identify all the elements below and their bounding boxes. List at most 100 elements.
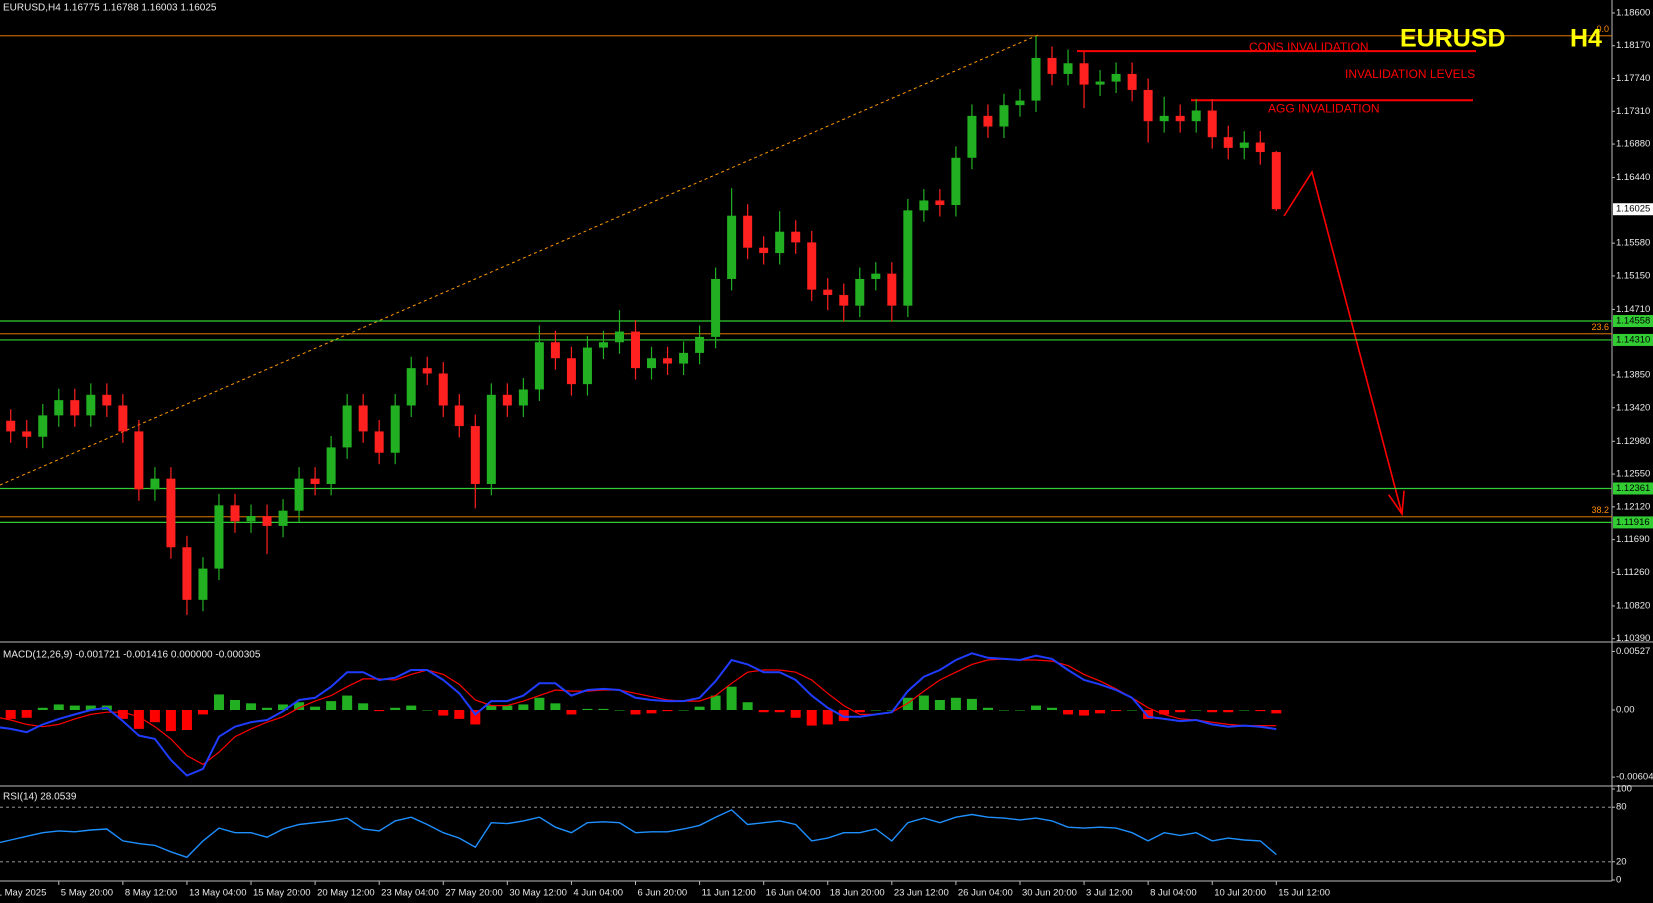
histogram-bar (422, 710, 433, 711)
histogram-bar (1127, 710, 1138, 711)
histogram-bar (1047, 707, 1058, 710)
candle-body (22, 431, 32, 437)
histogram-bar (534, 697, 545, 710)
y-tick-label: 1.10820 (1616, 600, 1650, 611)
candle-body (582, 347, 592, 385)
candle-body (134, 431, 144, 490)
candle-body (999, 105, 1009, 127)
y-tick-label: 1.11260 (1616, 567, 1650, 578)
candle-body (1175, 115, 1185, 122)
x-tick-label: 8 Jul 04:00 (1150, 888, 1196, 899)
candle-body (887, 273, 897, 306)
histogram-bar (694, 706, 705, 710)
histogram-bar (934, 700, 945, 710)
candle-body (1271, 152, 1281, 210)
histogram-bar (982, 707, 993, 710)
y-tick-label: 0 (1616, 875, 1621, 886)
x-tick-label: 5 May 20:00 (61, 888, 113, 899)
candle-body (166, 478, 176, 548)
candle-body (54, 400, 64, 416)
histogram-bar (1143, 710, 1154, 719)
candle-body (262, 516, 272, 526)
candle-body (182, 547, 192, 600)
candle-body (150, 478, 160, 490)
histogram-bar (53, 704, 64, 710)
candle-body (1207, 110, 1217, 138)
histogram-bar (1159, 710, 1170, 715)
candle-body (70, 400, 80, 416)
annotation: H4 (1570, 25, 1602, 53)
price-label-box (1613, 315, 1653, 328)
histogram-bar (326, 701, 337, 710)
candle-body (342, 405, 352, 448)
histogram-bar (37, 707, 48, 710)
histogram-bar (1223, 710, 1234, 713)
histogram-bar (454, 710, 465, 719)
histogram-bar (165, 710, 176, 732)
candle-body (1143, 89, 1153, 122)
histogram-bar (582, 708, 593, 710)
candle-body (903, 210, 913, 306)
trend-line (0, 34, 1039, 486)
candle-body (566, 358, 576, 385)
arrow-head (1388, 490, 1405, 517)
x-tick-label: 13 May 04:00 (189, 888, 247, 899)
candle-body (1159, 115, 1169, 122)
y-tick-label: 1.12980 (1616, 436, 1650, 447)
panel-title: EURUSD,H4 1.16775 1.16788 1.16003 1.1602… (3, 3, 217, 14)
y-tick-label: 1.15150 (1616, 270, 1650, 281)
histogram-bar (1271, 710, 1282, 714)
y-tick-label: 1.10390 (1616, 633, 1650, 644)
candle-body (326, 447, 336, 484)
x-tick-label: 8 May 12:00 (125, 888, 177, 899)
price-label-box (1613, 482, 1653, 495)
histogram-bar (806, 710, 817, 726)
y-tick-label: 1.13420 (1616, 402, 1650, 413)
y-tick-label: 20 (1616, 856, 1627, 867)
histogram-bar (646, 710, 657, 714)
price-label: 1.14310 (1616, 334, 1650, 345)
histogram-bar (181, 710, 192, 730)
x-tick-label: 11 Jun 12:00 (702, 888, 756, 899)
histogram-bar (966, 698, 977, 710)
candle-body (614, 331, 624, 343)
histogram-bar (438, 710, 449, 716)
histogram-bar (790, 710, 801, 718)
x-tick-label: 18 Jun 20:00 (830, 888, 885, 899)
projection-arrow (1283, 170, 1403, 515)
y-tick-label: 1.12550 (1616, 469, 1650, 480)
histogram-bar (518, 704, 529, 710)
candle-body (470, 426, 480, 484)
histogram-bar (230, 700, 240, 710)
histogram-bar (117, 710, 128, 719)
candle-body (502, 394, 512, 406)
x-tick-label: 15 Jul 12:00 (1278, 888, 1330, 899)
histogram-bar (470, 710, 481, 725)
y-tick-label: 1.12120 (1616, 501, 1650, 512)
candle-body (294, 478, 304, 511)
y-tick-label: 1.17740 (1616, 73, 1650, 84)
fib-label: 0.0 (1596, 24, 1609, 34)
histogram-bar (550, 703, 561, 710)
rsi-line (0, 809, 1277, 859)
histogram-bar (1111, 710, 1122, 712)
candle-body (118, 405, 128, 432)
candle-body (711, 278, 721, 337)
histogram-bar (406, 705, 417, 710)
fib-label: 23.6 (1591, 322, 1609, 332)
histogram-bar (197, 710, 208, 715)
panel-title: RSI(14) 28.0539 (3, 792, 77, 803)
histogram-bar (630, 710, 641, 715)
x-tick-label: 6 Jun 20:00 (638, 888, 688, 899)
current-price-label: 1.16025 (1616, 204, 1650, 215)
histogram-bar (85, 705, 96, 710)
candle-body (743, 215, 753, 248)
histogram-bar (358, 703, 369, 710)
candle-body (807, 242, 817, 290)
candle-body (647, 358, 657, 369)
candle-body (759, 247, 769, 254)
histogram-bar (854, 710, 865, 713)
histogram-bar (374, 710, 385, 712)
